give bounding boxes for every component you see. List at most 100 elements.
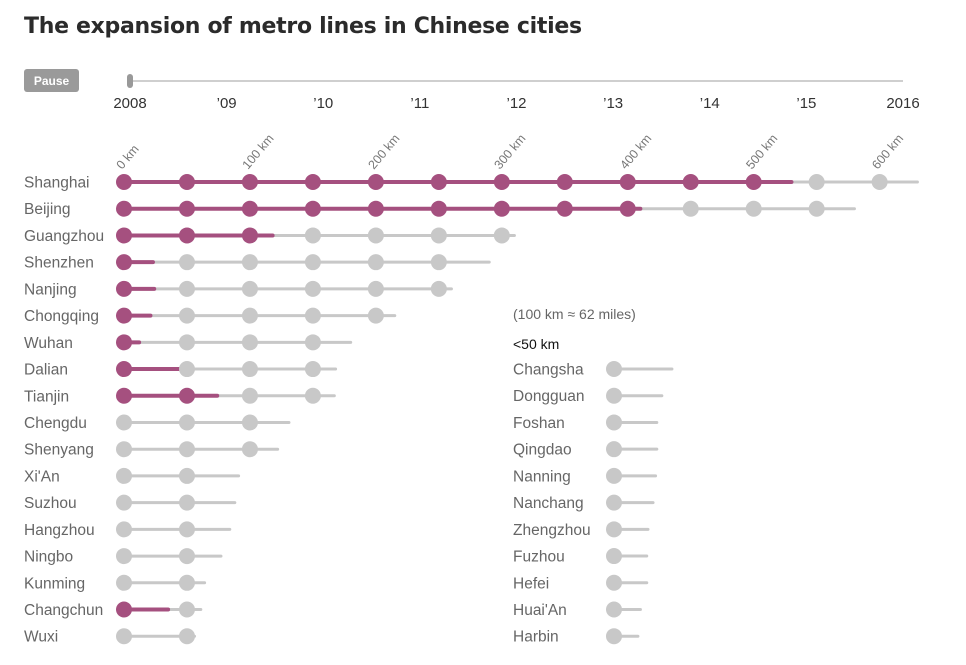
city-label: Qingdao bbox=[513, 442, 572, 459]
km-dot bbox=[606, 414, 622, 431]
km-dot bbox=[178, 254, 195, 271]
city-label: Dongguan bbox=[513, 388, 585, 405]
km-dot bbox=[178, 441, 195, 458]
km-dot bbox=[178, 521, 195, 538]
km-dot bbox=[430, 280, 447, 297]
km-dot bbox=[304, 307, 321, 324]
km-dot bbox=[304, 334, 321, 351]
pause-button[interactable]: Pause bbox=[24, 69, 79, 92]
km-dot bbox=[178, 174, 195, 190]
city-label: Hefei bbox=[513, 575, 549, 592]
km-dot bbox=[116, 467, 132, 484]
timeline-year-label: ’15 bbox=[796, 95, 816, 112]
km-dot bbox=[178, 467, 195, 484]
city-label: Shanghai bbox=[24, 175, 90, 192]
city-label: Fuzhou bbox=[513, 549, 565, 566]
km-dot bbox=[304, 361, 321, 378]
km-axis-label: 500 km bbox=[743, 132, 780, 172]
km-dot bbox=[304, 280, 321, 297]
km-dot bbox=[178, 494, 195, 511]
km-dot bbox=[745, 174, 762, 190]
km-dot bbox=[606, 521, 622, 538]
km-dot bbox=[304, 254, 321, 271]
city-label: Tianjin bbox=[24, 388, 69, 405]
km-dot bbox=[745, 200, 762, 217]
km-dot bbox=[116, 334, 132, 351]
km-dot bbox=[619, 200, 636, 217]
km-dot bbox=[430, 174, 447, 190]
km-dot bbox=[178, 307, 195, 324]
city-label: Changsha bbox=[513, 362, 584, 379]
km-dot bbox=[116, 361, 132, 378]
city-label: Suzhou bbox=[24, 495, 77, 512]
city-label: Dalian bbox=[24, 362, 68, 379]
km-dot bbox=[682, 174, 699, 190]
km-dot bbox=[241, 254, 258, 271]
city-label: Huai'An bbox=[513, 602, 567, 619]
km-dot bbox=[304, 200, 321, 217]
km-dot bbox=[241, 441, 258, 458]
km-dot bbox=[178, 200, 195, 217]
page-title: The expansion of metro lines in Chinese … bbox=[24, 14, 582, 39]
timeline-year-label: ’09 bbox=[217, 95, 237, 112]
small-section-label: <50 km bbox=[513, 336, 559, 352]
city-label: Shenzhen bbox=[24, 255, 94, 272]
km-dot bbox=[116, 628, 132, 645]
km-dot bbox=[241, 280, 258, 297]
km-dot bbox=[556, 200, 573, 217]
km-dot bbox=[430, 200, 447, 217]
km-dot bbox=[367, 200, 384, 217]
km-dot bbox=[178, 414, 195, 431]
km-dot bbox=[116, 200, 132, 217]
timeline-handle[interactable] bbox=[127, 74, 133, 88]
km-dot bbox=[178, 387, 195, 404]
km-dot bbox=[241, 200, 258, 217]
km-dot bbox=[682, 200, 699, 217]
km-dot bbox=[116, 414, 132, 431]
city-label: Kunming bbox=[24, 575, 85, 592]
km-dot bbox=[606, 494, 622, 511]
km-axis-label: 400 km bbox=[617, 132, 654, 172]
km-dot bbox=[178, 574, 195, 591]
km-dot bbox=[367, 254, 384, 271]
city-label: Nanchang bbox=[513, 495, 584, 512]
km-dot bbox=[116, 494, 132, 511]
timeline-year-label: ’12 bbox=[506, 95, 526, 112]
km-dot bbox=[116, 227, 132, 244]
km-dot bbox=[241, 334, 258, 351]
km-dot bbox=[178, 361, 195, 378]
km-dot bbox=[606, 361, 622, 377]
timeline-year-label: ’10 bbox=[313, 95, 333, 112]
km-dot bbox=[606, 601, 622, 618]
city-label: Nanjing bbox=[24, 281, 77, 298]
km-dot bbox=[367, 174, 384, 190]
city-label: Wuxi bbox=[24, 629, 58, 646]
km-dot bbox=[304, 174, 321, 190]
km-dot bbox=[241, 227, 258, 244]
km-dot bbox=[241, 361, 258, 378]
km-dot bbox=[178, 601, 195, 618]
km-dot bbox=[116, 387, 132, 404]
city-label: Wuhan bbox=[24, 335, 73, 352]
timeline-year-label: ’13 bbox=[603, 95, 623, 112]
km-dot bbox=[556, 174, 573, 190]
city-label: Shenyang bbox=[24, 442, 94, 459]
km-dot bbox=[116, 441, 132, 458]
km-axis-label: 0 km bbox=[114, 142, 142, 172]
city-label: Foshan bbox=[513, 415, 565, 432]
timeline-year-label: ’14 bbox=[700, 95, 720, 112]
km-dot bbox=[430, 227, 447, 244]
city-label: Harbin bbox=[513, 629, 559, 646]
km-dot bbox=[241, 307, 258, 324]
km-dot bbox=[116, 574, 132, 591]
city-label: Nanning bbox=[513, 468, 571, 485]
km-dot bbox=[116, 280, 132, 297]
city-label: Beijing bbox=[24, 201, 71, 218]
timeline-year-label: 2008 bbox=[113, 95, 146, 112]
km-dot bbox=[241, 414, 258, 431]
km-dot bbox=[430, 254, 447, 271]
city-label: Changchun bbox=[24, 602, 103, 619]
km-dot bbox=[493, 174, 510, 190]
km-dot bbox=[116, 548, 132, 565]
km-dot bbox=[493, 227, 510, 244]
